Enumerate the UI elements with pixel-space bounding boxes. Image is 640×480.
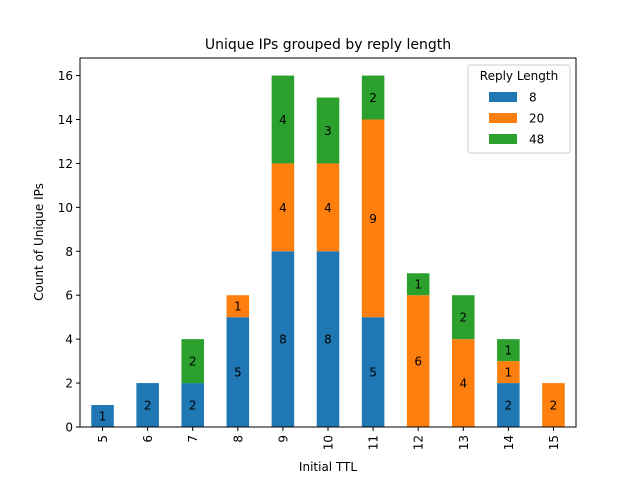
x-tick-label: 14	[502, 435, 516, 450]
y-tick-label: 6	[65, 289, 73, 303]
legend-entry-label: 8	[529, 91, 537, 105]
y-tick-label: 8	[65, 245, 73, 259]
legend-entry-label: 20	[529, 112, 544, 126]
bar-segment-14-series-20	[497, 361, 520, 384]
bar-value-label: 1	[234, 300, 242, 314]
bar-value-label: 1	[414, 278, 422, 292]
bar-segment-14-series-48	[497, 339, 520, 362]
y-tick-label: 14	[58, 113, 73, 127]
bar-value-label: 8	[324, 333, 332, 347]
x-tick-label: 13	[457, 435, 471, 450]
legend-swatch-20	[489, 113, 517, 123]
bar-value-label: 4	[279, 113, 287, 127]
bar-value-label: 2	[550, 399, 558, 413]
bar-value-label: 5	[369, 366, 377, 380]
bar-segment-12-series-20	[406, 295, 430, 427]
x-tick-label: 9	[276, 435, 290, 443]
y-tick-label: 12	[58, 157, 73, 171]
chart-title: Unique IPs grouped by reply length	[205, 37, 451, 53]
bar-segment-13-series-48	[452, 295, 475, 340]
bar-segment-9-series-8	[271, 251, 295, 427]
x-axis: 5 6 7 8 9 10 11 12 13 14 15	[96, 427, 561, 450]
bar-value-label: 6	[414, 355, 422, 369]
bar-segment-11-series-48	[361, 75, 385, 120]
x-tick-label: 7	[186, 435, 200, 443]
bar-segment-9-series-20	[271, 163, 295, 252]
bar-segment-7-series-48	[181, 339, 204, 384]
y-tick-label: 2	[65, 377, 73, 391]
bar-segment-11-series-8	[361, 317, 385, 427]
y-tick-label: 16	[58, 69, 73, 83]
x-axis-label: Initial TTL	[299, 460, 357, 474]
bar-segment-8-series-8	[226, 317, 250, 427]
bar-value-label: 4	[324, 201, 332, 215]
x-tick-label: 15	[547, 435, 561, 450]
bar-value-label: 1	[505, 366, 513, 380]
bar-value-label: 2	[144, 399, 152, 413]
bar-value-label: 2	[189, 399, 197, 413]
bar-segment-5-series-8	[91, 405, 114, 427]
bar-value-label: 8	[279, 333, 287, 347]
x-tick-label: 10	[322, 435, 336, 450]
plot-frame	[79, 57, 577, 428]
legend-frame	[467, 64, 571, 154]
y-tick-label: 0	[65, 421, 73, 435]
y-tick-label: 4	[65, 333, 73, 347]
x-tick-label: 6	[141, 435, 155, 443]
bar-value-label: 2	[505, 399, 513, 413]
bar-value-label: 5	[234, 366, 242, 380]
bar-segment-15-series-20	[542, 383, 565, 427]
y-axis-label: Count of Unique IPs	[32, 183, 46, 301]
bar-segment-12-series-48	[406, 273, 430, 296]
bar-segment-7-series-8	[181, 383, 204, 427]
bar-segment-10-series-8	[316, 251, 340, 427]
legend-swatch-48	[489, 134, 517, 144]
x-tick-label: 12	[412, 435, 426, 450]
bar-value-label: 9	[369, 212, 377, 226]
bar-value-label: 2	[189, 355, 197, 369]
bar-value-label: 1	[505, 344, 513, 358]
bar-value-label: 4	[279, 201, 287, 215]
bar-value-label: 1	[99, 410, 107, 424]
legend-swatch-8	[489, 92, 517, 102]
y-axis: 0 2 4 6 8 10 12 14 16	[58, 69, 80, 435]
x-tick-label: 8	[231, 435, 245, 443]
bar-value-label: 3	[324, 124, 332, 138]
bar-segment-13-series-20	[452, 339, 475, 427]
x-tick-label: 11	[367, 435, 381, 450]
bar-segment-11-series-20	[361, 119, 385, 318]
legend: Reply Length 8 20 48	[467, 64, 571, 154]
bar-segment-14-series-8	[497, 383, 520, 427]
x-tick-label: 5	[96, 435, 110, 443]
bar-segment-8-series-20	[226, 295, 250, 318]
bars-group	[91, 75, 565, 427]
bar-segment-10-series-48	[316, 97, 340, 164]
bar-segment-9-series-48	[271, 75, 295, 164]
bar-value-label: 2	[369, 91, 377, 105]
y-tick-label: 10	[58, 201, 73, 215]
bar-value-label: 2	[459, 311, 467, 325]
legend-title: Reply Length	[480, 69, 558, 83]
bar-value-label: 4	[459, 377, 467, 391]
bar-segment-10-series-20	[316, 163, 340, 252]
bar-segment-6-series-8	[136, 383, 159, 427]
legend-entry-label: 48	[529, 133, 544, 147]
